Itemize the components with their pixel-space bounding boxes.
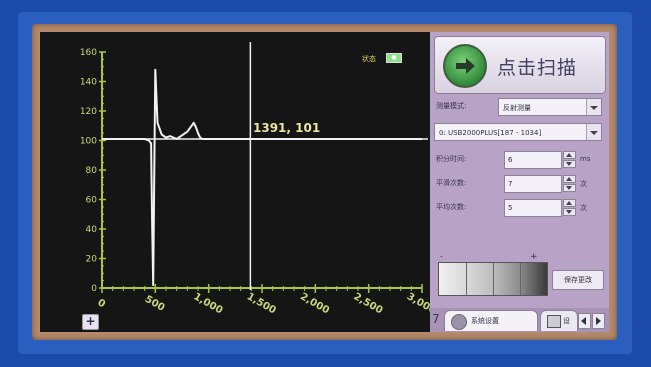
plot-canvas[interactable]: 0 20 40 60 80 100 120 140 160 0 500 1,000 1,500 2,000… (40, 32, 430, 332)
device-frame: 0 20 40 60 80 100 120 140 160 0 500 1,000 1,500 2,000… (18, 12, 632, 354)
spectrum-plot[interactable]: 0 20 40 60 80 100 120 140 160 0 500 1,000 1,500 2,000… (40, 32, 430, 332)
slider-plus-label: + (530, 252, 538, 262)
status-indicator-icon: ● (386, 53, 402, 63)
integration-time-stepper[interactable] (563, 151, 576, 169)
x-tick-label: 0 (95, 297, 107, 310)
measure-mode-label: 测量模式: (436, 102, 467, 110)
y-tick-label: 0 (91, 284, 97, 294)
measure-mode-row: 测量模式: 反射测量 (434, 98, 606, 116)
status-label: 状态 (362, 55, 376, 63)
measure-mode-value: 反射测量 (503, 104, 531, 112)
stepper-down-icon[interactable] (563, 160, 576, 168)
measure-mode-select[interactable]: 反射测量 (498, 98, 602, 116)
average-unit: 次 (580, 204, 587, 212)
spectrum-series-line (102, 68, 422, 287)
arrow-right-icon (443, 44, 487, 88)
stepper-up-icon[interactable] (563, 199, 576, 207)
gradient-slider[interactable] (438, 262, 548, 296)
smoothing-unit: 次 (580, 180, 587, 188)
y-tick-label: 20 (86, 255, 98, 265)
average-row: 平均次数: 5 次 (434, 199, 606, 217)
integration-time-unit: ms (580, 155, 591, 163)
slider-minus-label: - (440, 252, 443, 261)
cursor-readout: 1391, 101 (253, 121, 321, 135)
chevron-right-icon[interactable] (592, 313, 605, 329)
smoothing-label: 平滑次数: (436, 179, 467, 187)
x-tick-label: 2,500 (351, 291, 384, 316)
integration-time-input[interactable]: 6 (504, 151, 562, 169)
smoothing-stepper[interactable] (563, 175, 576, 193)
smoothing-row: 平滑次数: 7 次 (434, 175, 606, 193)
average-input[interactable]: 5 (504, 199, 562, 217)
tab-bar: 7 系统设置 设 (430, 308, 609, 332)
x-tick-label: 1,000 (191, 291, 224, 316)
integration-time-label: 积分时间: (436, 155, 467, 163)
y-tick-label: 100 (80, 137, 97, 147)
smoothing-input[interactable]: 7 (504, 175, 562, 193)
y-tick-label: 60 (86, 196, 98, 206)
device-value: 0: USB2000PLUS[187 - 1034] (439, 129, 542, 137)
y-tick-label: 80 (86, 166, 98, 176)
stepper-down-icon[interactable] (563, 208, 576, 216)
x-tick-label: 500 (143, 294, 167, 314)
chevron-down-icon[interactable] (586, 99, 601, 115)
tab-settings-label: 设 (563, 317, 570, 325)
average-label: 平均次数: (436, 203, 467, 211)
scan-button[interactable]: 点击扫描 (434, 36, 606, 94)
tab-settings[interactable]: 设 (540, 310, 578, 331)
chevron-left-icon[interactable] (578, 313, 591, 329)
y-tick-label: 140 (80, 78, 97, 88)
gear-icon (451, 314, 467, 330)
y-tick-label: 120 (80, 107, 97, 117)
monitor-icon (547, 315, 561, 328)
add-button[interactable]: + (82, 314, 99, 330)
scan-button-label: 点击扫描 (497, 57, 578, 79)
gradient-divider (520, 263, 521, 295)
stepper-down-icon[interactable] (563, 184, 576, 192)
x-tick-label: 1,500 (245, 291, 278, 316)
gradient-divider (493, 263, 494, 295)
x-tick-label: 3,000 (405, 291, 430, 316)
tab-system-settings[interactable]: 系统设置 (444, 310, 538, 331)
stepper-up-icon[interactable] (563, 151, 576, 159)
tab-index: 7 (432, 312, 440, 326)
screen-bezel: 0 20 40 60 80 100 120 140 160 0 500 1,000 1,500 2,000… (32, 24, 617, 340)
side-panel: 点击扫描 测量模式: 反射测量 0: USB2000PLUS[187 - 103… (430, 32, 609, 332)
chevron-down-icon[interactable] (586, 124, 601, 140)
x-tick-label: 2,000 (298, 291, 331, 316)
tab-system-settings-label: 系统设置 (471, 317, 499, 325)
device-row: 0: USB2000PLUS[187 - 1034] (434, 123, 606, 141)
stepper-up-icon[interactable] (563, 175, 576, 183)
gradient-divider (466, 263, 467, 295)
device-select[interactable]: 0: USB2000PLUS[187 - 1034] (434, 123, 602, 141)
screen: 0 20 40 60 80 100 120 140 160 0 500 1,000 1,500 2,000… (40, 32, 609, 332)
average-stepper[interactable] (563, 199, 576, 217)
save-changes-button[interactable]: 保存更改 (552, 270, 604, 290)
y-tick-label: 160 (80, 48, 97, 58)
y-tick-label: 40 (86, 225, 98, 235)
integration-time-row: 积分时间: 6 ms (434, 151, 606, 169)
